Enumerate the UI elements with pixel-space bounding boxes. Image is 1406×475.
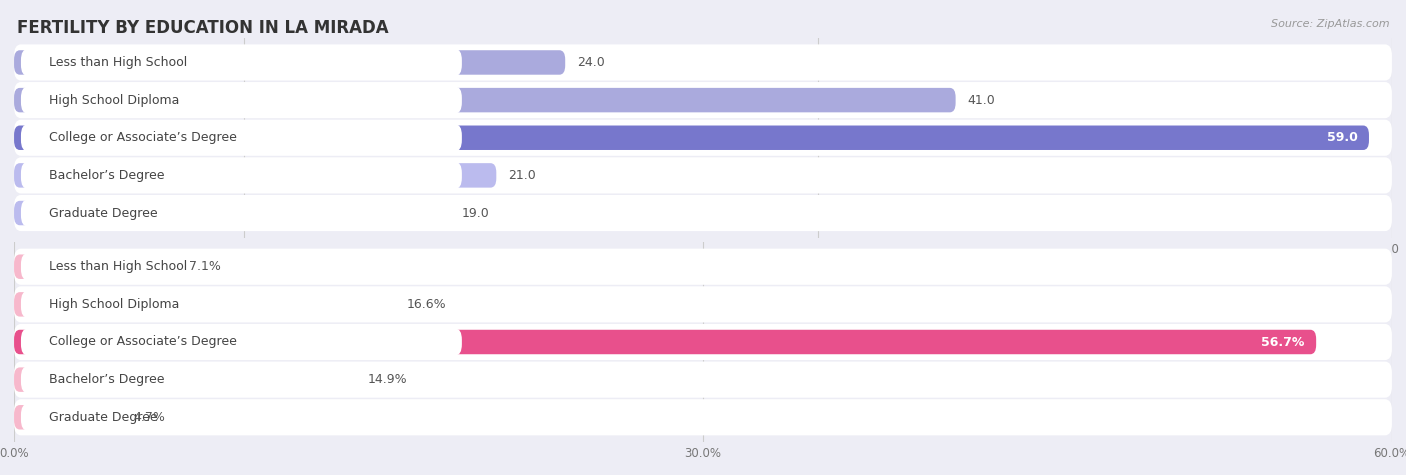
Text: 7.1%: 7.1% xyxy=(188,260,221,273)
FancyBboxPatch shape xyxy=(14,292,395,317)
Text: College or Associate’s Degree: College or Associate’s Degree xyxy=(48,335,236,349)
Text: FERTILITY BY EDUCATION IN LA MIRADA: FERTILITY BY EDUCATION IN LA MIRADA xyxy=(17,19,388,37)
Text: Bachelor’s Degree: Bachelor’s Degree xyxy=(48,169,165,182)
FancyBboxPatch shape xyxy=(14,195,1392,231)
FancyBboxPatch shape xyxy=(21,404,463,431)
Text: College or Associate’s Degree: College or Associate’s Degree xyxy=(48,131,236,144)
FancyBboxPatch shape xyxy=(14,330,1316,354)
FancyBboxPatch shape xyxy=(21,253,463,280)
FancyBboxPatch shape xyxy=(21,328,463,356)
Text: 41.0: 41.0 xyxy=(967,94,995,106)
FancyBboxPatch shape xyxy=(14,405,122,429)
FancyBboxPatch shape xyxy=(21,49,463,76)
FancyBboxPatch shape xyxy=(14,324,1392,360)
Text: Graduate Degree: Graduate Degree xyxy=(48,411,157,424)
FancyBboxPatch shape xyxy=(14,88,956,113)
FancyBboxPatch shape xyxy=(14,399,1392,436)
FancyBboxPatch shape xyxy=(21,86,463,114)
FancyBboxPatch shape xyxy=(21,124,463,152)
Text: High School Diploma: High School Diploma xyxy=(48,298,179,311)
Text: Source: ZipAtlas.com: Source: ZipAtlas.com xyxy=(1271,19,1389,29)
Text: 4.7%: 4.7% xyxy=(134,411,166,424)
Text: Less than High School: Less than High School xyxy=(48,56,187,69)
FancyBboxPatch shape xyxy=(14,248,1392,285)
Text: 19.0: 19.0 xyxy=(463,207,489,219)
FancyBboxPatch shape xyxy=(14,163,496,188)
FancyBboxPatch shape xyxy=(14,157,1392,193)
FancyBboxPatch shape xyxy=(14,361,1392,398)
FancyBboxPatch shape xyxy=(14,125,1369,150)
Text: High School Diploma: High School Diploma xyxy=(48,94,179,106)
FancyBboxPatch shape xyxy=(14,201,450,225)
Text: 21.0: 21.0 xyxy=(508,169,536,182)
Text: 14.9%: 14.9% xyxy=(368,373,408,386)
FancyBboxPatch shape xyxy=(21,366,463,393)
Text: Graduate Degree: Graduate Degree xyxy=(48,207,157,219)
FancyBboxPatch shape xyxy=(21,291,463,318)
Text: 16.6%: 16.6% xyxy=(406,298,446,311)
FancyBboxPatch shape xyxy=(21,162,463,189)
Text: 24.0: 24.0 xyxy=(576,56,605,69)
FancyBboxPatch shape xyxy=(14,50,565,75)
Text: 59.0: 59.0 xyxy=(1327,131,1358,144)
Text: 56.7%: 56.7% xyxy=(1261,335,1305,349)
Text: Bachelor’s Degree: Bachelor’s Degree xyxy=(48,373,165,386)
FancyBboxPatch shape xyxy=(14,286,1392,323)
Text: Less than High School: Less than High School xyxy=(48,260,187,273)
FancyBboxPatch shape xyxy=(14,44,1392,81)
FancyBboxPatch shape xyxy=(14,367,356,392)
FancyBboxPatch shape xyxy=(14,120,1392,156)
FancyBboxPatch shape xyxy=(21,200,463,227)
FancyBboxPatch shape xyxy=(14,82,1392,118)
FancyBboxPatch shape xyxy=(14,255,177,279)
